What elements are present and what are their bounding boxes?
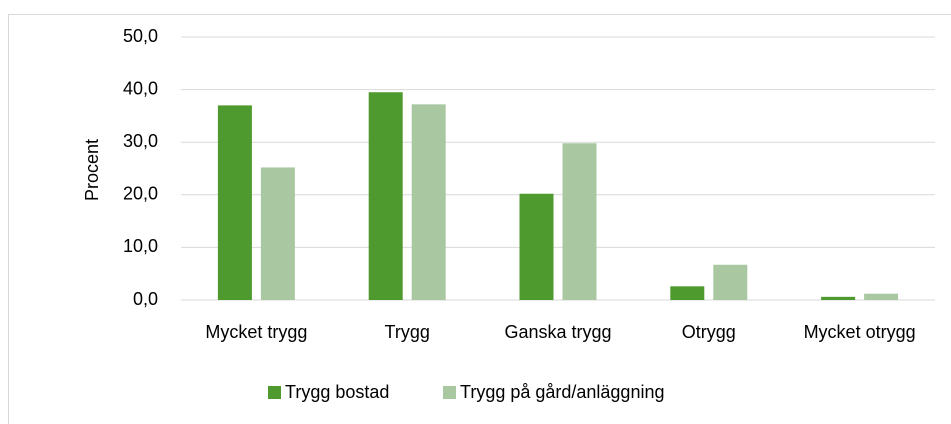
bar bbox=[864, 293, 899, 300]
bar bbox=[368, 92, 403, 300]
bar bbox=[821, 296, 856, 300]
bar bbox=[260, 167, 295, 300]
chart-border bbox=[8, 14, 951, 424]
x-tick-label: Trygg bbox=[385, 322, 430, 342]
bar bbox=[670, 286, 705, 300]
x-tick-label: Mycket otrygg bbox=[804, 322, 916, 342]
bar bbox=[519, 193, 554, 300]
y-tick-label: 50,0 bbox=[123, 26, 158, 46]
y-tick-label: 30,0 bbox=[123, 131, 158, 151]
legend-label: Trygg bostad bbox=[285, 382, 389, 402]
legend-swatch bbox=[443, 386, 456, 399]
bar bbox=[411, 104, 446, 300]
bar bbox=[562, 143, 597, 300]
y-axis-label: Procent bbox=[82, 139, 102, 201]
y-tick-label: 10,0 bbox=[123, 236, 158, 256]
x-tick-label: Mycket trygg bbox=[205, 322, 307, 342]
x-tick-label: Ganska trygg bbox=[504, 322, 611, 342]
y-tick-label: 40,0 bbox=[123, 78, 158, 98]
bar bbox=[713, 264, 748, 300]
legend-swatch bbox=[268, 386, 281, 399]
y-tick-label: 0,0 bbox=[133, 289, 158, 309]
x-tick-label: Otrygg bbox=[682, 322, 736, 342]
y-tick-label: 20,0 bbox=[123, 184, 158, 204]
legend-label: Trygg på gård/anläggning bbox=[460, 382, 664, 402]
bar bbox=[217, 105, 252, 300]
